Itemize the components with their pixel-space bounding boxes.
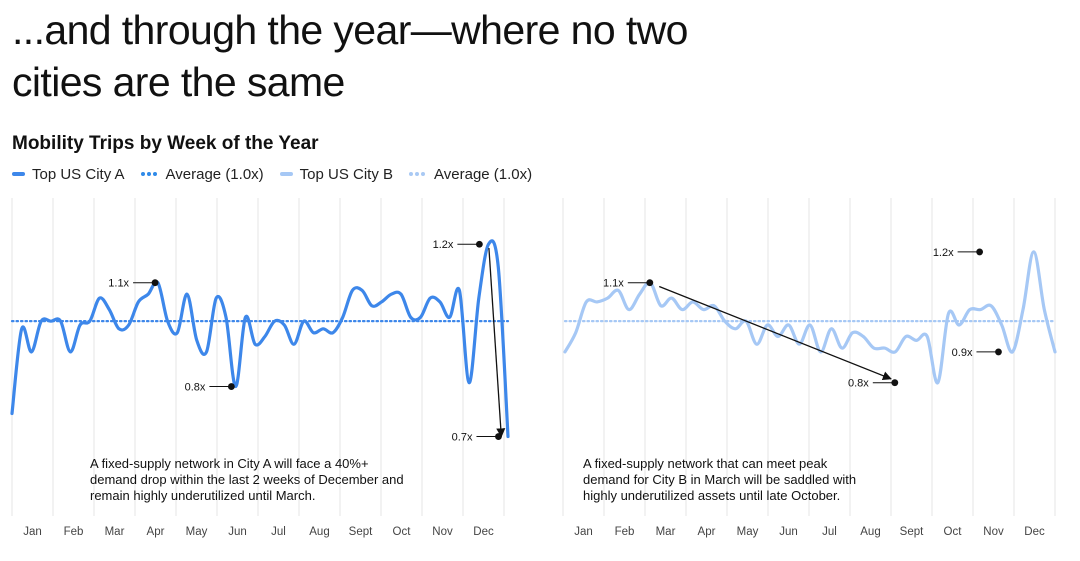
x-tick-label: May bbox=[186, 526, 208, 538]
series-line bbox=[10, 239, 510, 439]
legend-label-city-a: Top US City A bbox=[32, 165, 125, 183]
annotation-dot bbox=[976, 248, 984, 256]
annotation-dot bbox=[495, 433, 502, 440]
headline-line-1: ...and through the year—where no two bbox=[12, 7, 688, 53]
legend-item-average-b: Average (1.0x) bbox=[409, 166, 532, 183]
headline: ...and through the year—where no two cit… bbox=[12, 4, 688, 108]
chart-subtitle: Mobility Trips by Week of the Year bbox=[12, 133, 319, 154]
x-tick-label: May bbox=[737, 526, 759, 538]
legend-swatch-city-b bbox=[279, 172, 293, 176]
note-line: remain highly underutilized until March. bbox=[90, 488, 315, 503]
x-tick-label: Apr bbox=[698, 526, 716, 538]
x-tick-label: Sept bbox=[349, 526, 373, 538]
annotation-label: 0.8x bbox=[185, 382, 206, 394]
x-tick-label: Jul bbox=[822, 526, 837, 538]
x-tick-label: Oct bbox=[944, 526, 963, 538]
charts-svg: Jan Feb Mar Apr May Jun Jul Aug Sept Oct Nov Dec 1.1… bbox=[10, 198, 1057, 538]
legend-item-city-a: Top US City A bbox=[12, 166, 125, 183]
x-tick-label: Mar bbox=[105, 526, 125, 538]
annotation-label: 0.7x bbox=[452, 432, 473, 444]
annotation-label: 1.2x bbox=[433, 239, 454, 251]
annotation-label: 1.1x bbox=[603, 278, 624, 290]
x-tick-label: Jan bbox=[574, 526, 593, 538]
legend-label-city-b: Top US City B bbox=[299, 165, 394, 183]
annotation-label: 0.9x bbox=[952, 347, 973, 359]
annotation-label: 1.1x bbox=[108, 278, 129, 290]
x-tick-label: Feb bbox=[64, 526, 84, 538]
x-tick-label: Dec bbox=[1024, 526, 1045, 538]
x-tick-label: Oct bbox=[393, 526, 412, 538]
x-tick-label: Dec bbox=[473, 526, 494, 538]
annotation-label: 1.2x bbox=[933, 247, 954, 259]
trend-arrow bbox=[488, 248, 506, 438]
x-tick-label: Jul bbox=[271, 526, 286, 538]
x-tick-label: Nov bbox=[432, 526, 453, 538]
legend-label-average-b: Average (1.0x) bbox=[434, 165, 533, 183]
legend-item-city-b: Top US City B bbox=[279, 165, 394, 183]
annotation-dot bbox=[475, 240, 483, 248]
x-tick-label: Feb bbox=[615, 526, 635, 538]
x-tick-label: Aug bbox=[309, 526, 329, 538]
note-line: A fixed-supply network in City A will fa… bbox=[90, 456, 369, 471]
annotation-dot bbox=[227, 383, 235, 390]
x-tick-label: Jun bbox=[228, 526, 247, 538]
annotation-dot bbox=[891, 379, 899, 387]
x-tick-label: Apr bbox=[147, 526, 165, 538]
x-tick-label: Sept bbox=[900, 526, 924, 538]
legend-swatch-average-b bbox=[409, 172, 427, 176]
legend-label-average-a: Average (1.0x) bbox=[165, 165, 264, 183]
note-line: demand for City B in March will be saddl… bbox=[583, 472, 856, 487]
annotation-dot bbox=[646, 279, 654, 287]
legend-item-average-a: Average (1.0x) bbox=[140, 165, 264, 183]
annotation-dot bbox=[151, 279, 159, 287]
legend-swatch-average-a bbox=[140, 172, 159, 176]
x-tick-label: Aug bbox=[860, 526, 880, 538]
note-line: highly underutilized assets until late O… bbox=[583, 488, 840, 503]
headline-line-2: cities are the same bbox=[12, 59, 345, 105]
note-line: A fixed-supply network that can meet pea… bbox=[583, 456, 828, 471]
trend-arrow bbox=[658, 285, 892, 381]
chart-city-b: Jan Feb Mar Apr May Jun Jul Aug Sept Oct Nov Dec 1.1… bbox=[562, 198, 1057, 538]
x-tick-label: Nov bbox=[983, 526, 1004, 538]
annotation-dot bbox=[995, 348, 1002, 356]
note-line: demand drop within the last 2 weeks of D… bbox=[90, 472, 404, 487]
x-tick-label: Jan bbox=[23, 526, 42, 538]
series-line bbox=[563, 250, 1057, 385]
chart-city-a: Jan Feb Mar Apr May Jun Jul Aug Sept Oct Nov Dec 1.1… bbox=[10, 198, 510, 538]
x-tick-label: Jun bbox=[779, 526, 798, 538]
annotation-label: 0.8x bbox=[848, 378, 869, 390]
legend: Top US City A Average (1.0x) Top US City… bbox=[12, 163, 548, 185]
legend-swatch-city-a bbox=[12, 172, 25, 176]
x-tick-label: Mar bbox=[656, 526, 676, 538]
